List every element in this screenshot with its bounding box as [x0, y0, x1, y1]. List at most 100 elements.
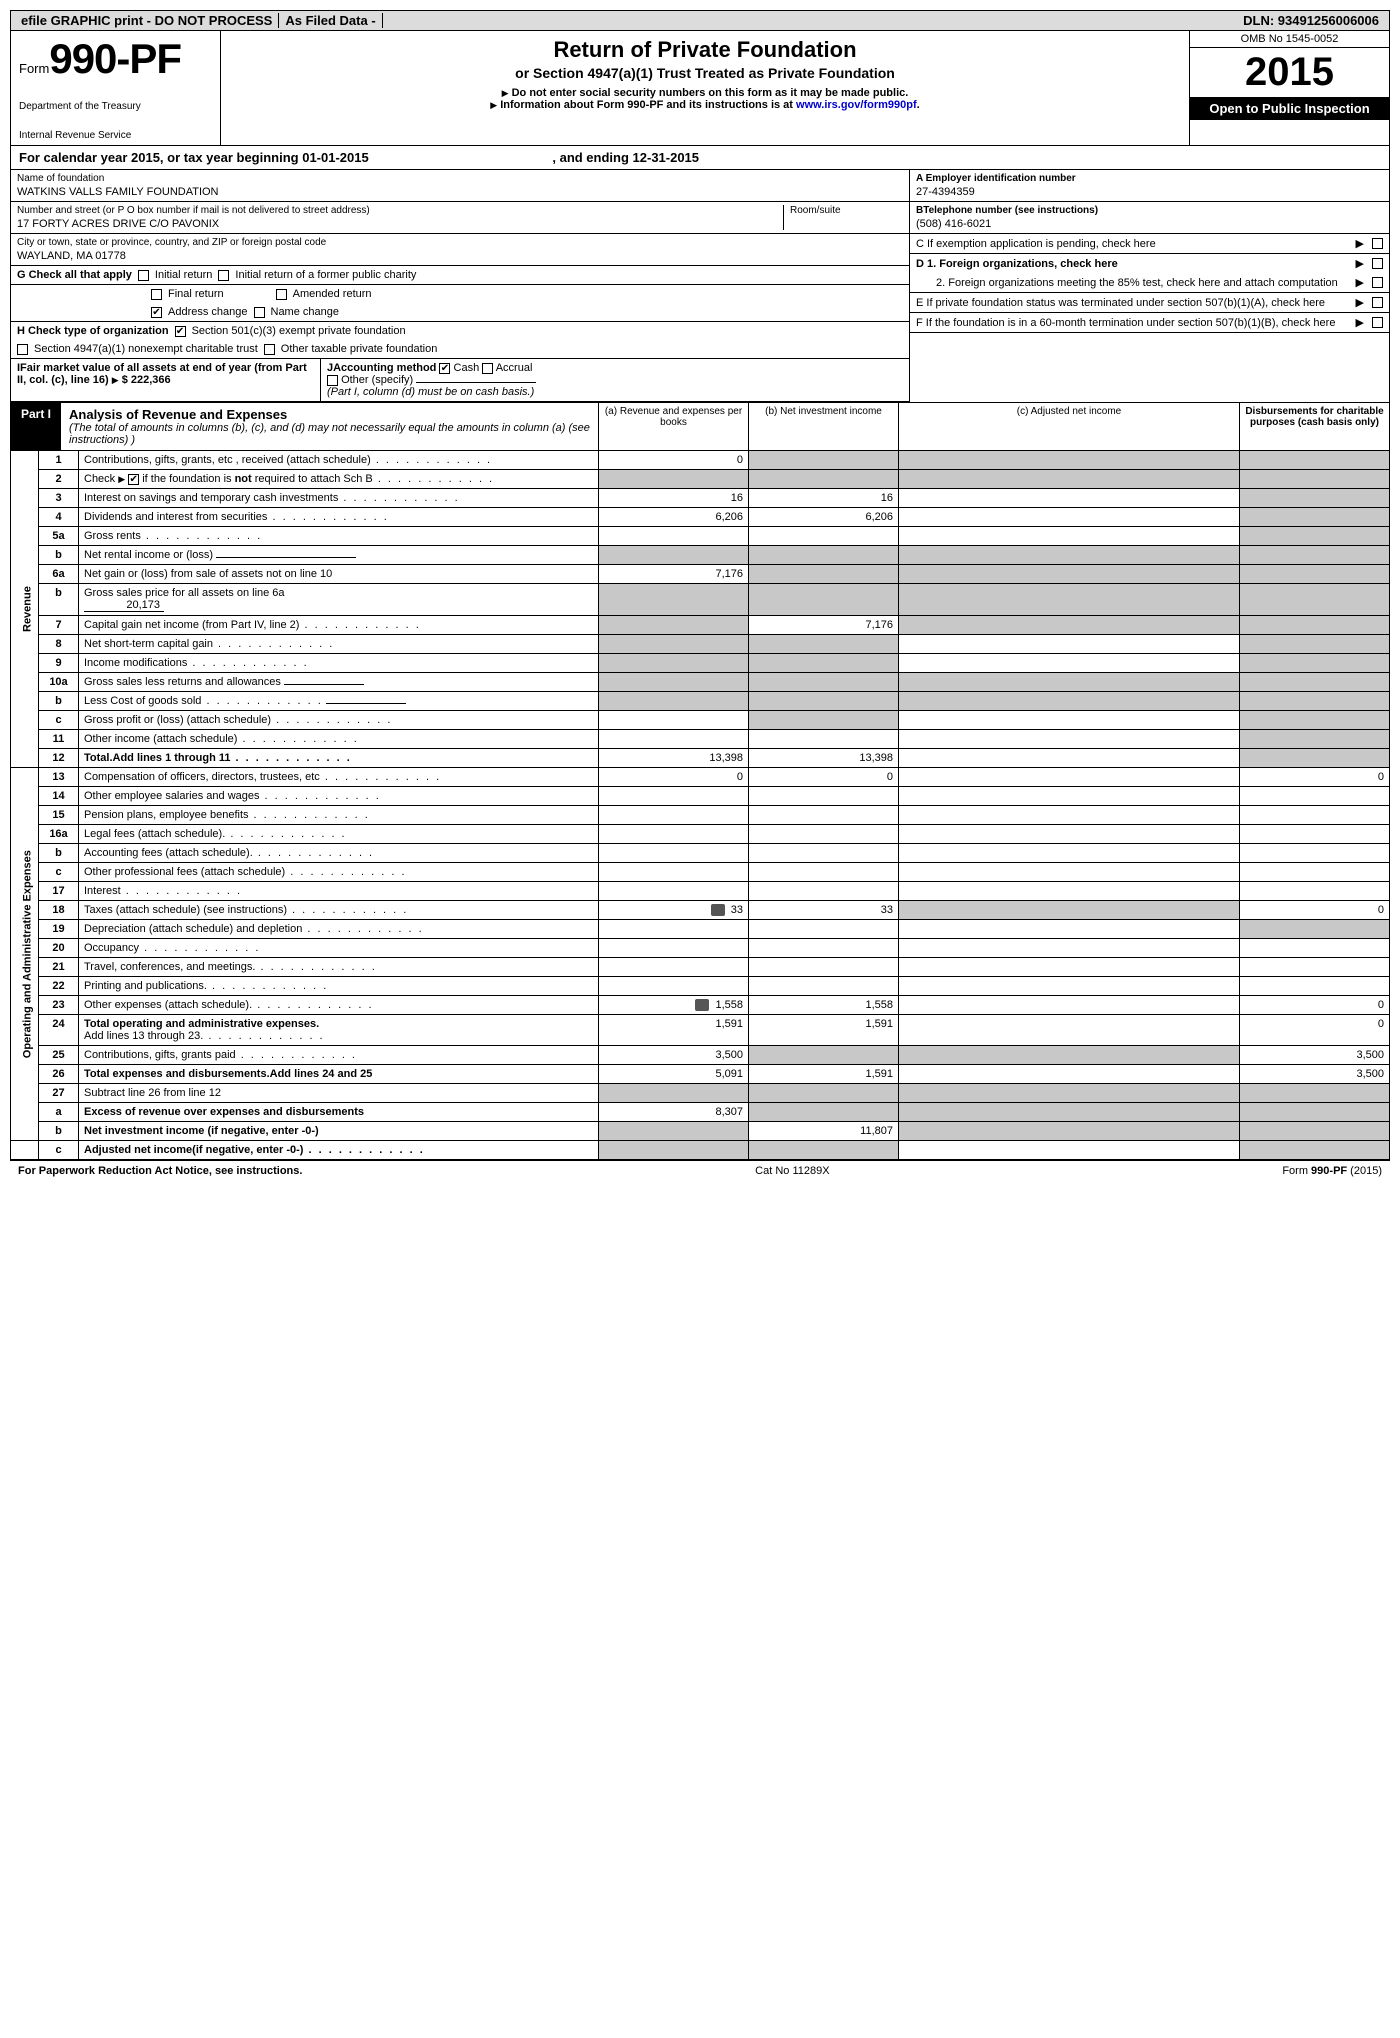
schb-not-required-checkbox[interactable]	[128, 474, 139, 485]
60month-termination-checkbox[interactable]	[1372, 317, 1383, 328]
r24-b: 1,591	[749, 1015, 899, 1046]
section-c: C If exemption application is pending, c…	[910, 234, 1389, 254]
note-ssn: Do not enter social security numbers on …	[231, 87, 1179, 99]
r13-d: 0	[1240, 768, 1390, 787]
ein-cell: A Employer identification number 27-4394…	[910, 170, 1389, 202]
revenue-side-label: Revenue	[11, 451, 39, 768]
section-d1: D 1. Foreign organizations, check here▶	[910, 254, 1389, 273]
amended-return-checkbox[interactable]	[276, 289, 287, 300]
identity-grid: Name of foundation WATKINS VALLS FAMILY …	[10, 170, 1390, 402]
col-a-header: (a) Revenue and expenses per books	[599, 403, 749, 451]
r23-b: 1,558	[749, 996, 899, 1015]
gross-sales-price: 20,173	[84, 599, 164, 612]
section-h-row1: H Check type of organization Section 501…	[11, 322, 909, 340]
r23-d: 0	[1240, 996, 1390, 1015]
r1-col-a: 0	[599, 451, 749, 470]
r18-b: 33	[749, 901, 899, 920]
status-terminated-checkbox[interactable]	[1372, 297, 1383, 308]
foundation-name: WATKINS VALLS FAMILY FOUNDATION	[17, 186, 903, 198]
r24-a: 1,591	[599, 1015, 749, 1046]
year-box: OMB No 1545-0052 2015 Open to Public Ins…	[1189, 31, 1389, 145]
phone-cell: BTelephone number (see instructions) (50…	[910, 202, 1389, 234]
initial-return-checkbox[interactable]	[138, 270, 149, 281]
r6a-a: 7,176	[599, 565, 749, 584]
r4-a: 6,206	[599, 508, 749, 527]
attach-icon[interactable]	[695, 999, 709, 1011]
street-address: 17 FORTY ACRES DRIVE C/O PAVONIX	[17, 218, 783, 230]
instructions-link[interactable]: www.irs.gov/form990pf	[796, 99, 917, 111]
501c3-checkbox[interactable]	[175, 326, 186, 337]
asfiled-label: As Filed Data -	[279, 13, 382, 28]
r12-b: 13,398	[749, 749, 899, 768]
r3-a: 16	[599, 489, 749, 508]
r26-d: 3,500	[1240, 1065, 1390, 1084]
form-page: efile GRAPHIC print - DO NOT PROCESS As …	[0, 0, 1400, 1191]
note-info: Information about Form 990-PF and its in…	[231, 99, 1179, 111]
r4-b: 6,206	[749, 508, 899, 527]
r27b-b: 11,807	[749, 1122, 899, 1141]
form-header: Form990-PF Department of the Treasury In…	[10, 31, 1390, 146]
form-prefix: Form	[19, 61, 49, 76]
section-g: G Check all that apply Initial return In…	[11, 266, 909, 285]
name-change-checkbox[interactable]	[254, 307, 265, 318]
dept-2: Internal Revenue Service	[19, 130, 212, 141]
dept-1: Department of the Treasury	[19, 101, 212, 112]
address-cell: Number and street (or P O box number if …	[11, 202, 909, 234]
omb-number: OMB No 1545-0052	[1190, 31, 1389, 48]
r13-b: 0	[749, 768, 899, 787]
calendar-year-row: For calendar year 2015, or tax year begi…	[10, 146, 1390, 170]
cat-number: Cat No 11289X	[755, 1165, 829, 1177]
paperwork-notice: For Paperwork Reduction Act Notice, see …	[18, 1165, 302, 1177]
ein-value: 27-4394359	[916, 186, 1383, 198]
r23-a: 1,558	[715, 999, 743, 1011]
i-j-row: IFair market value of all assets at end …	[11, 359, 909, 402]
page-footer: For Paperwork Reduction Act Notice, see …	[10, 1160, 1390, 1181]
tax-year: 2015	[1190, 48, 1389, 97]
address-change-checkbox[interactable]	[151, 307, 162, 318]
r7-b: 7,176	[749, 616, 899, 635]
initial-former-checkbox[interactable]	[218, 270, 229, 281]
accrual-method-checkbox[interactable]	[482, 363, 493, 374]
city-cell: City or town, state or province, country…	[11, 234, 909, 266]
cash-method-checkbox[interactable]	[439, 363, 450, 374]
r26-b: 1,591	[749, 1065, 899, 1084]
section-f: F If the foundation is in a 60-month ter…	[910, 313, 1389, 333]
r26-a: 5,091	[599, 1065, 749, 1084]
foundation-name-cell: Name of foundation WATKINS VALLS FAMILY …	[11, 170, 909, 202]
section-h-row2: Section 4947(a)(1) nonexempt charitable …	[11, 340, 909, 359]
r27a-a: 8,307	[599, 1103, 749, 1122]
r24-d: 0	[1240, 1015, 1390, 1046]
phone-value: (508) 416-6021	[916, 218, 1383, 230]
cash-basis-note: (Part I, column (d) must be on cash basi…	[327, 386, 534, 398]
section-e: E If private foundation status was termi…	[910, 293, 1389, 313]
foreign-85pct-checkbox[interactable]	[1372, 277, 1383, 288]
part1-table: Part I Analysis of Revenue and Expenses(…	[10, 402, 1390, 1160]
form-title: Return of Private Foundation	[231, 37, 1179, 63]
part1-tag: Part I	[11, 403, 61, 450]
exemption-pending-checkbox[interactable]	[1372, 238, 1383, 249]
form-id-box: Form990-PF Department of the Treasury In…	[11, 31, 221, 145]
part1-note: (The total of amounts in columns (b), (c…	[69, 422, 590, 446]
form-subtitle: or Section 4947(a)(1) Trust Treated as P…	[231, 65, 1179, 81]
r12-a: 13,398	[599, 749, 749, 768]
section-g-row3: Address change Name change	[11, 303, 909, 322]
title-box: Return of Private Foundation or Section …	[221, 31, 1189, 145]
r25-d: 3,500	[1240, 1046, 1390, 1065]
open-inspection: Open to Public Inspection	[1190, 97, 1389, 120]
section-g-row2: Final return Amended return	[11, 285, 909, 303]
r3-b: 16	[749, 489, 899, 508]
r18-d: 0	[1240, 901, 1390, 920]
col-c-header: (c) Adjusted net income	[899, 403, 1240, 451]
form-number: 990-PF	[49, 35, 181, 82]
city-state-zip: WAYLAND, MA 01778	[17, 250, 903, 262]
other-method-checkbox[interactable]	[327, 375, 338, 386]
col-b-header: (b) Net investment income	[749, 403, 899, 451]
efile-notice: efile GRAPHIC print - DO NOT PROCESS	[15, 13, 279, 28]
final-return-checkbox[interactable]	[151, 289, 162, 300]
other-taxable-checkbox[interactable]	[264, 344, 275, 355]
foreign-org-checkbox[interactable]	[1372, 258, 1383, 269]
attach-icon[interactable]	[711, 904, 725, 916]
r13-a: 0	[599, 768, 749, 787]
4947a1-checkbox[interactable]	[17, 344, 28, 355]
col-d-header: Disbursements for charitable purposes (c…	[1240, 403, 1390, 451]
